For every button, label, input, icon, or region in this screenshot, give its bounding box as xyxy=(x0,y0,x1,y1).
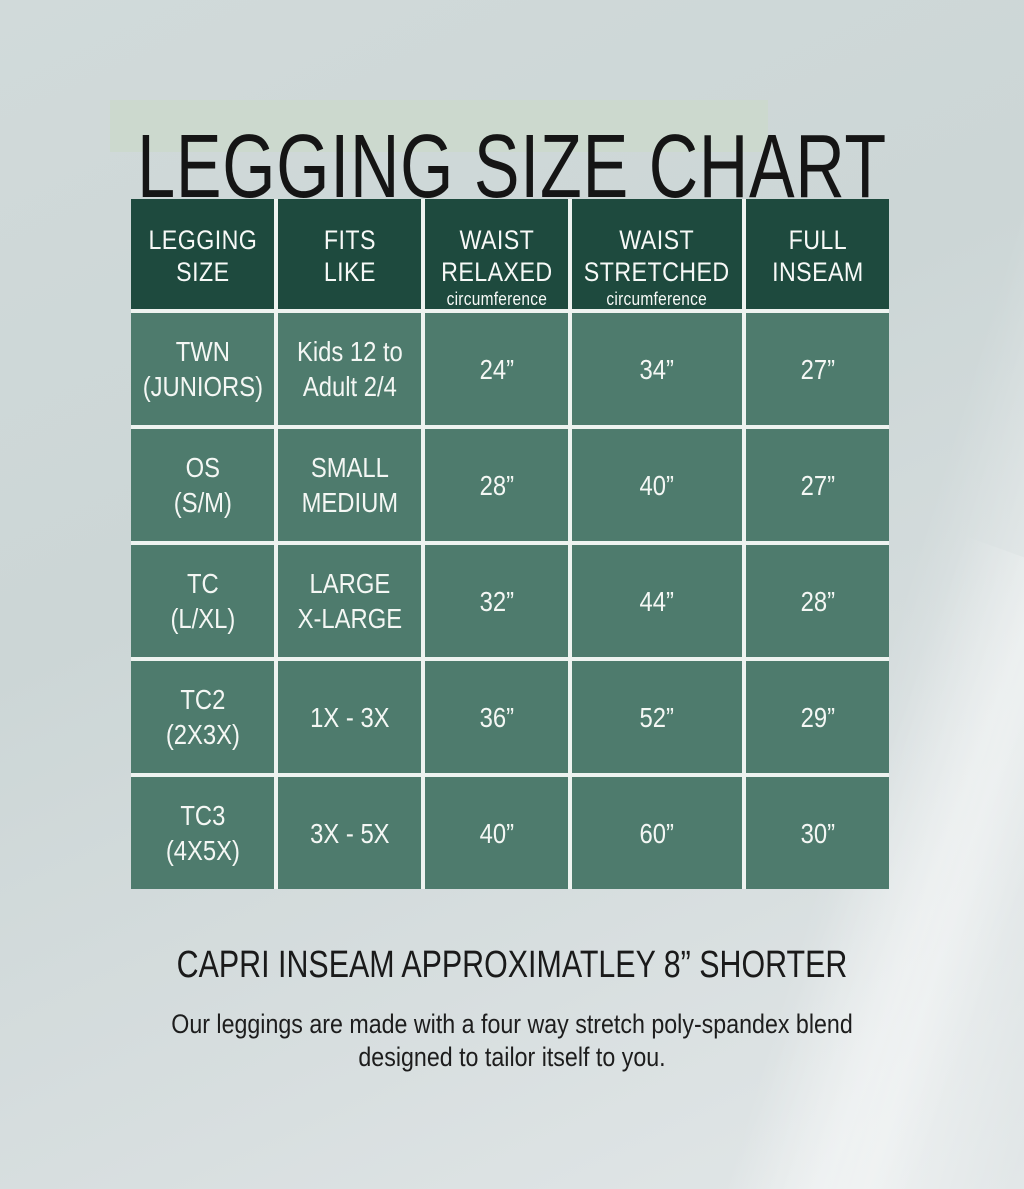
cell-text: 27” xyxy=(800,353,835,385)
cell-fits-os: SMALL MEDIUM xyxy=(278,429,422,541)
column-header-waist-relaxed: WAIST RELAXED circumference xyxy=(425,199,569,309)
cell-fits-tc2: 1X - 3X xyxy=(278,661,422,773)
header-subtext: circumference xyxy=(446,289,548,309)
cell-size-tc: TC (L/XL) xyxy=(131,545,275,657)
fabric-description-line-2: designed to tailor itself to you. xyxy=(358,1042,666,1072)
header-line: FULL xyxy=(788,225,847,255)
cell-text: 3X - 5X xyxy=(309,817,390,849)
cell-text: 40” xyxy=(479,817,514,849)
cell-text: TC3 xyxy=(180,800,226,831)
cell-waist-relaxed-tc: 32” xyxy=(425,545,569,657)
cell-text: 24” xyxy=(479,353,514,385)
header-line: RELAXED xyxy=(441,257,553,287)
cell-size-tc2: TC2 (2X3X) xyxy=(131,661,275,773)
cell-text: Kids 12 to xyxy=(296,336,403,367)
cell-waist-stretched-tc2: 52” xyxy=(572,661,742,773)
header-line: LIKE xyxy=(323,257,376,287)
fabric-description: Our leggings are made with a four way st… xyxy=(72,1008,953,1074)
legging-size-table: LEGGING SIZE FITS LIKE WAIST RELAXED cir… xyxy=(131,199,889,889)
cell-text: SMALL xyxy=(310,452,389,483)
cell-full-inseam-tc2: 29” xyxy=(745,661,889,773)
cell-text: (2X3X) xyxy=(165,719,240,750)
cell-waist-stretched-tc: 44” xyxy=(572,545,742,657)
cell-waist-stretched-twn: 34” xyxy=(572,313,742,425)
cell-text: 60” xyxy=(639,817,675,849)
cell-text: TWN xyxy=(175,336,230,367)
cell-fits-tc3: 3X - 5X xyxy=(278,777,422,889)
cell-text: 44” xyxy=(639,585,675,617)
page-title: LEGGING SIZE CHART xyxy=(137,117,887,218)
cell-text: (S/M) xyxy=(173,487,232,518)
cell-full-inseam-tc3: 30” xyxy=(745,777,889,889)
cell-text: 30” xyxy=(800,817,835,849)
title-highlight-band xyxy=(110,100,768,152)
cell-text: MEDIUM xyxy=(301,487,398,518)
cell-text: TC xyxy=(186,568,219,599)
cell-text: TC2 xyxy=(180,684,226,715)
header-subtext: circumference xyxy=(606,289,708,309)
cell-size-tc3: TC3 (4X5X) xyxy=(131,777,275,889)
cell-waist-relaxed-os: 28” xyxy=(425,429,569,541)
cell-text: (L/XL) xyxy=(170,603,235,634)
cell-text: 1X - 3X xyxy=(309,701,390,733)
cell-full-inseam-os: 27” xyxy=(745,429,889,541)
cell-text: (4X5X) xyxy=(165,835,240,866)
cell-text: LARGE xyxy=(309,568,391,599)
cell-waist-relaxed-tc2: 36” xyxy=(425,661,569,773)
cell-fits-twn: Kids 12 to Adult 2/4 xyxy=(278,313,422,425)
cell-text: 28” xyxy=(479,469,514,501)
cell-full-inseam-twn: 27” xyxy=(745,313,889,425)
cell-text: 52” xyxy=(639,701,675,733)
cell-text: (JUNIORS) xyxy=(142,371,263,402)
cell-waist-stretched-tc3: 60” xyxy=(572,777,742,889)
cell-text: 28” xyxy=(800,585,835,617)
cell-text: 29” xyxy=(800,701,835,733)
cell-waist-stretched-os: 40” xyxy=(572,429,742,541)
cell-text: 27” xyxy=(800,469,835,501)
header-line: LEGGING xyxy=(148,225,257,255)
cell-waist-relaxed-tc3: 40” xyxy=(425,777,569,889)
cell-text: Adult 2/4 xyxy=(302,371,397,402)
cell-fits-tc: LARGE X-LARGE xyxy=(278,545,422,657)
capri-inseam-note: CAPRI INSEAM APPROXIMATLEY 8” SHORTER xyxy=(176,944,848,986)
column-header-waist-stretched: WAIST STRETCHED circumference xyxy=(572,199,742,309)
column-header-full-inseam: FULL INSEAM xyxy=(745,199,889,309)
cell-waist-relaxed-twn: 24” xyxy=(425,313,569,425)
header-line: SIZE xyxy=(175,257,230,287)
cell-size-os: OS (S/M) xyxy=(131,429,275,541)
cell-full-inseam-tc: 28” xyxy=(745,545,889,657)
cell-text: OS xyxy=(185,452,220,483)
cell-text: X-LARGE xyxy=(297,603,402,634)
cell-text: 40” xyxy=(639,469,675,501)
header-line: WAIST xyxy=(459,225,535,255)
cell-text: 36” xyxy=(479,701,514,733)
header-line: WAIST xyxy=(619,225,695,255)
fabric-description-line-1: Our leggings are made with a four way st… xyxy=(171,1009,853,1039)
cell-size-twn: TWN (JUNIORS) xyxy=(131,313,275,425)
header-line: STRETCHED xyxy=(584,257,731,287)
header-line: INSEAM xyxy=(771,257,864,287)
column-header-fits-like: FITS LIKE xyxy=(278,199,422,309)
cell-text: 34” xyxy=(639,353,675,385)
column-header-legging-size: LEGGING SIZE xyxy=(131,199,275,309)
cell-text: 32” xyxy=(479,585,514,617)
header-line: FITS xyxy=(323,225,376,255)
